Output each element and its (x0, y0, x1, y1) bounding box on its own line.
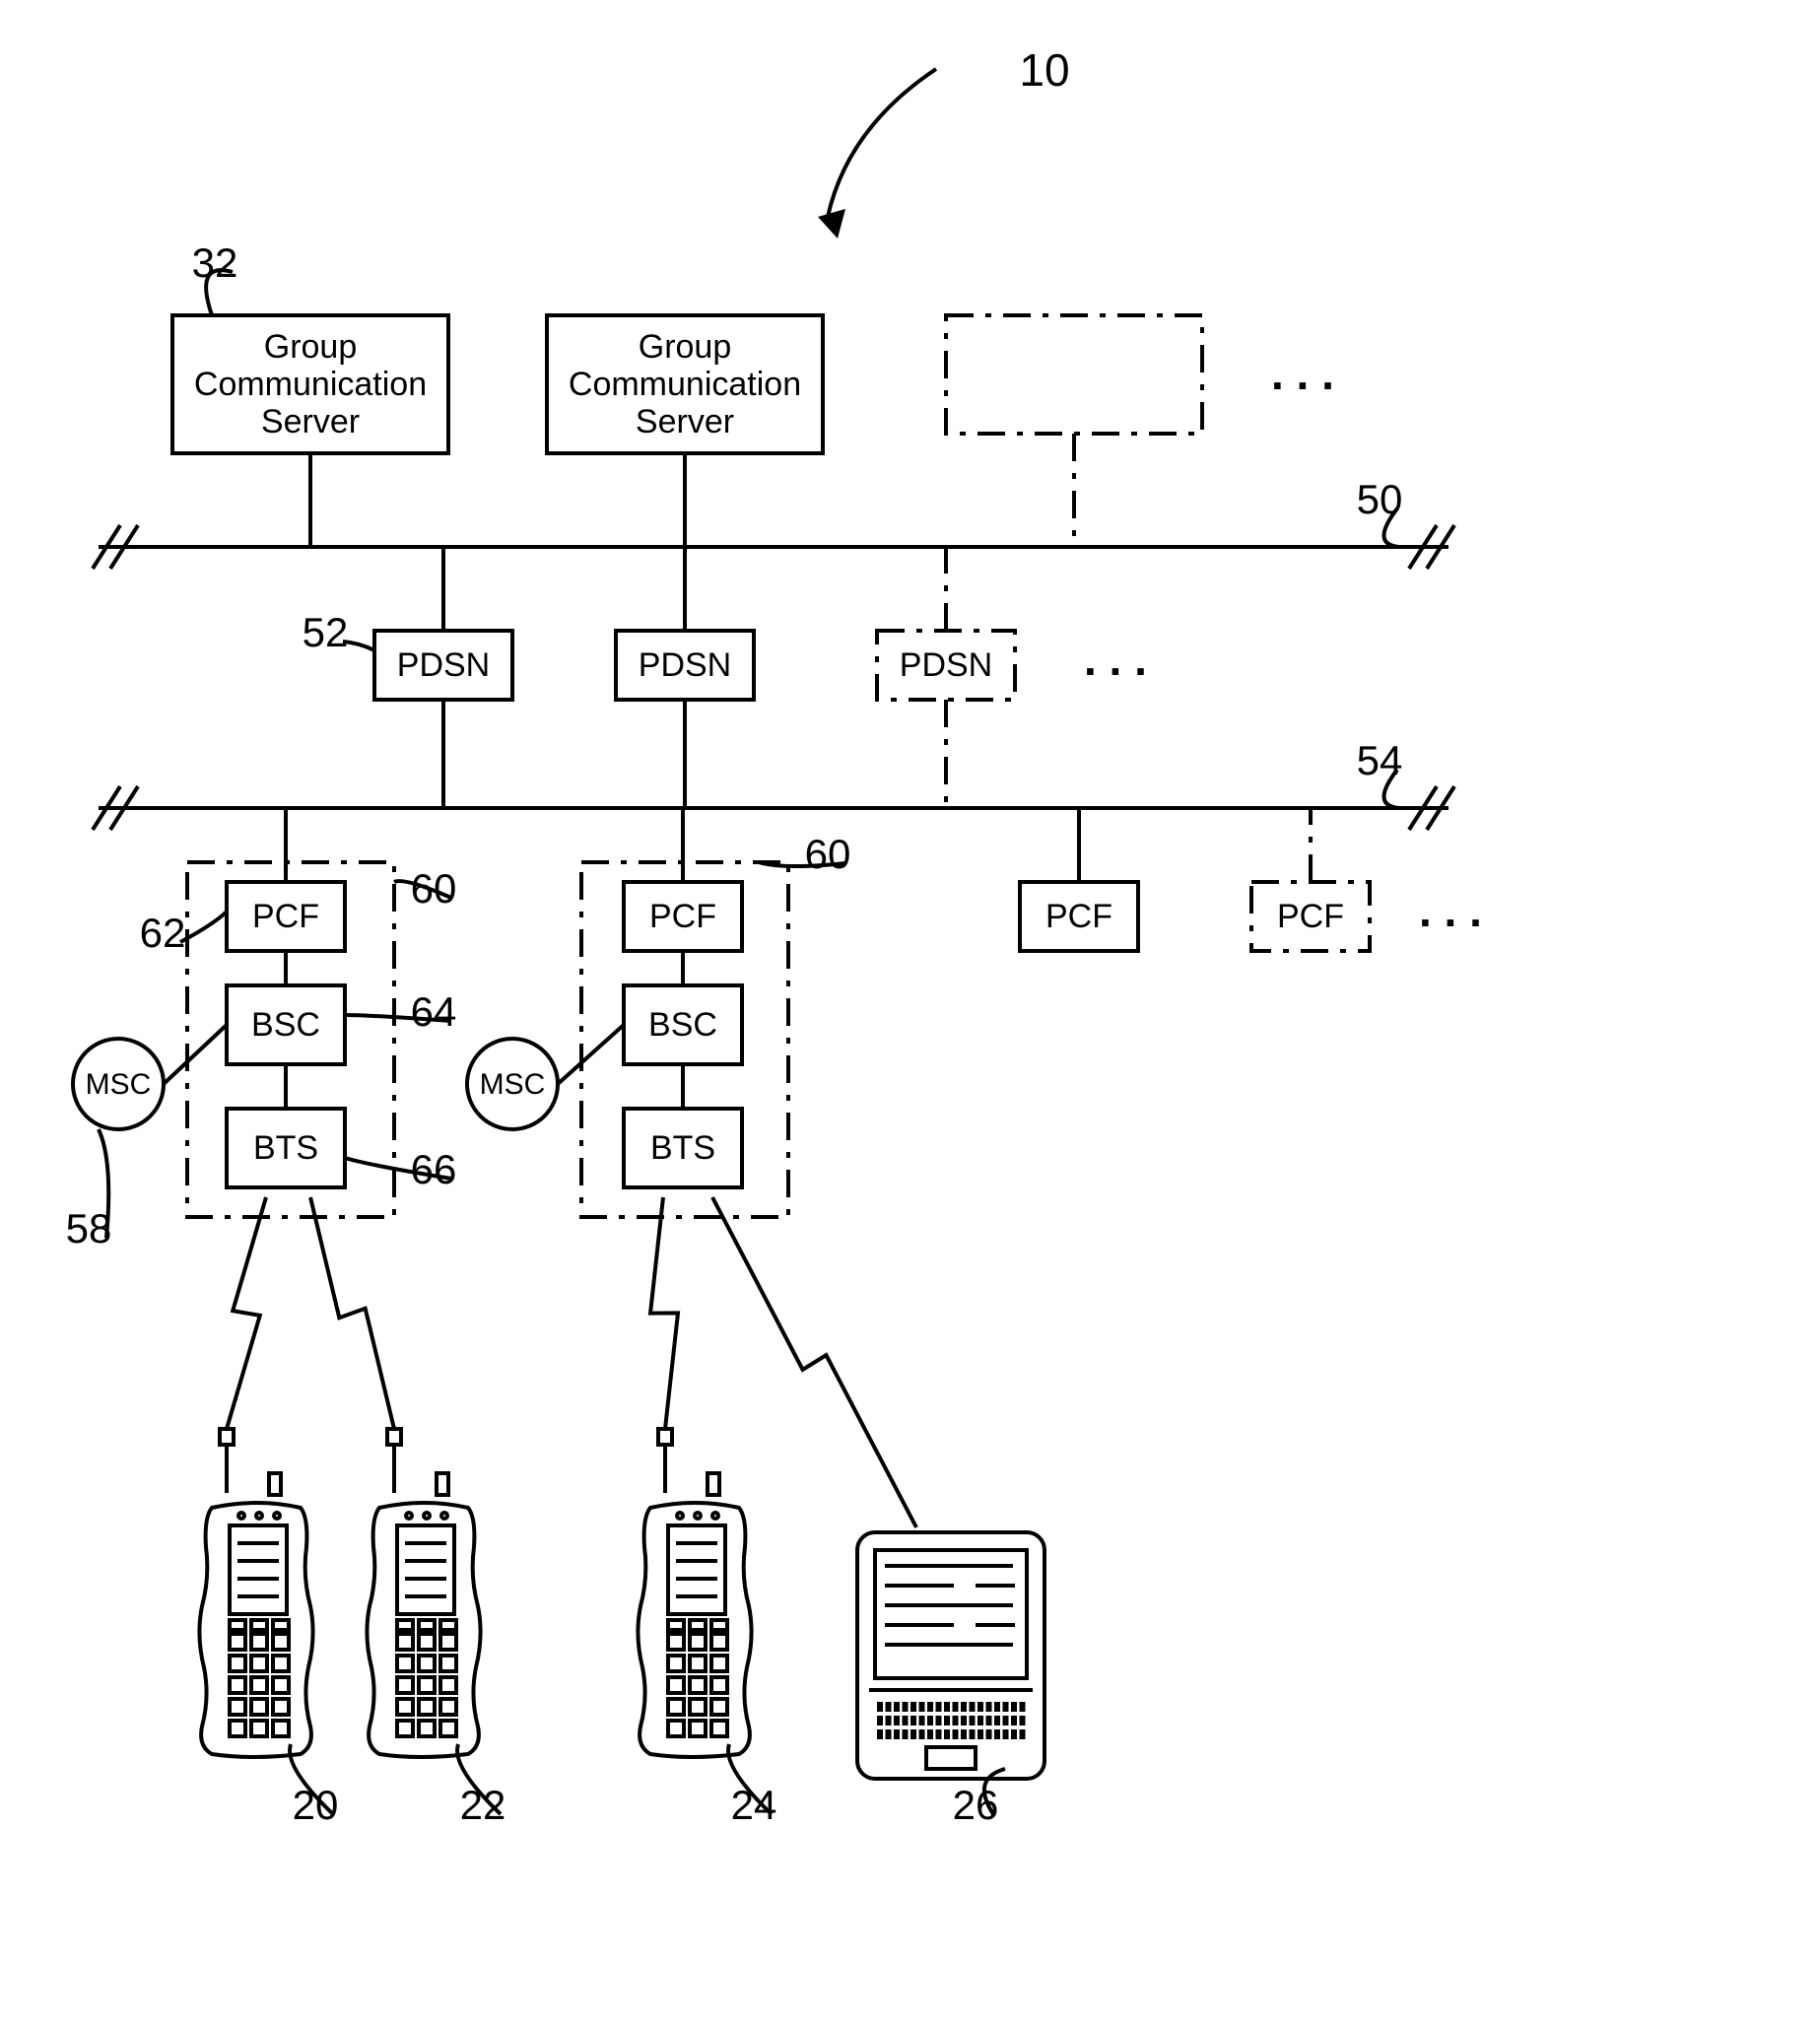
bus-54 (93, 786, 1454, 830)
pdsn: PDSN (616, 547, 754, 808)
svg-text:52: 52 (303, 609, 349, 655)
phone-22 (367, 1429, 480, 1757)
svg-text:50: 50 (1357, 476, 1403, 522)
ref-58: 58 (66, 1129, 112, 1252)
svg-text:20: 20 (293, 1782, 339, 1828)
svg-text:Server: Server (261, 403, 360, 440)
ref-54: 54 (1357, 737, 1403, 808)
svg-text:. . .: . . . (1084, 634, 1147, 685)
ref-50: 50 (1357, 476, 1403, 547)
svg-text:MSC: MSC (86, 1068, 152, 1101)
pcf: PCF (624, 808, 742, 951)
svg-text:BSC: BSC (251, 1006, 320, 1044)
ref-60: 60 (759, 831, 850, 877)
svg-text:PDSN: PDSN (900, 646, 992, 684)
pdsn-ghost: PDSN (877, 547, 1015, 808)
svg-text:PCF: PCF (252, 898, 319, 935)
svg-text:BTS: BTS (650, 1129, 715, 1167)
svg-text:. . .: . . . (1271, 348, 1334, 399)
ref-52: 52 (303, 609, 374, 655)
bus-50 (93, 525, 1454, 569)
svg-text:10: 10 (1019, 44, 1069, 96)
svg-text:Communication: Communication (569, 366, 801, 403)
ref-32: 32 (192, 239, 238, 315)
phone-20 (199, 1429, 312, 1757)
ref-60: 60 (394, 865, 456, 912)
svg-text:BSC: BSC (648, 1006, 717, 1044)
svg-text:60: 60 (805, 831, 851, 877)
svg-text:58: 58 (66, 1205, 112, 1252)
pcf-ghost: PCF (1251, 808, 1370, 951)
svg-text:64: 64 (411, 988, 457, 1035)
ref-66: 66 (345, 1146, 456, 1192)
svg-text:Server: Server (636, 403, 734, 440)
pdsn: PDSN (374, 547, 512, 808)
svg-text:Group: Group (264, 328, 358, 366)
svg-text:MSC: MSC (480, 1068, 546, 1101)
figure-ref-10: 10 (818, 44, 1070, 238)
svg-text:22: 22 (460, 1782, 506, 1828)
pcf: PCF (227, 808, 345, 951)
ref-22: 22 (457, 1744, 506, 1828)
svg-text:24: 24 (731, 1782, 777, 1828)
ref-62: 62 (140, 910, 227, 956)
svg-text:PCF: PCF (1277, 898, 1344, 935)
group-comm-server: GroupCommunicationServer (547, 315, 823, 547)
svg-text:PDSN: PDSN (397, 646, 490, 684)
ref-20: 20 (290, 1744, 338, 1828)
svg-text:BTS: BTS (253, 1129, 318, 1167)
svg-text:Communication: Communication (194, 366, 427, 403)
svg-text:62: 62 (140, 910, 186, 956)
svg-text:54: 54 (1357, 737, 1403, 783)
svg-text:. . .: . . . (1419, 885, 1482, 936)
svg-text:Group: Group (639, 328, 732, 366)
phone-24 (638, 1429, 751, 1757)
ref-24: 24 (728, 1744, 776, 1828)
laptop (857, 1532, 1045, 1779)
svg-text:PCF: PCF (1045, 898, 1112, 935)
server-ghost (946, 315, 1202, 547)
ref-64: 64 (345, 988, 456, 1035)
pcf: PCF (1020, 808, 1138, 951)
svg-text:32: 32 (192, 239, 238, 286)
svg-text:66: 66 (411, 1146, 457, 1192)
svg-text:PDSN: PDSN (639, 646, 731, 684)
svg-text:PCF: PCF (649, 898, 716, 935)
svg-text:26: 26 (953, 1782, 999, 1828)
group-comm-server: GroupCommunicationServer (172, 315, 448, 547)
